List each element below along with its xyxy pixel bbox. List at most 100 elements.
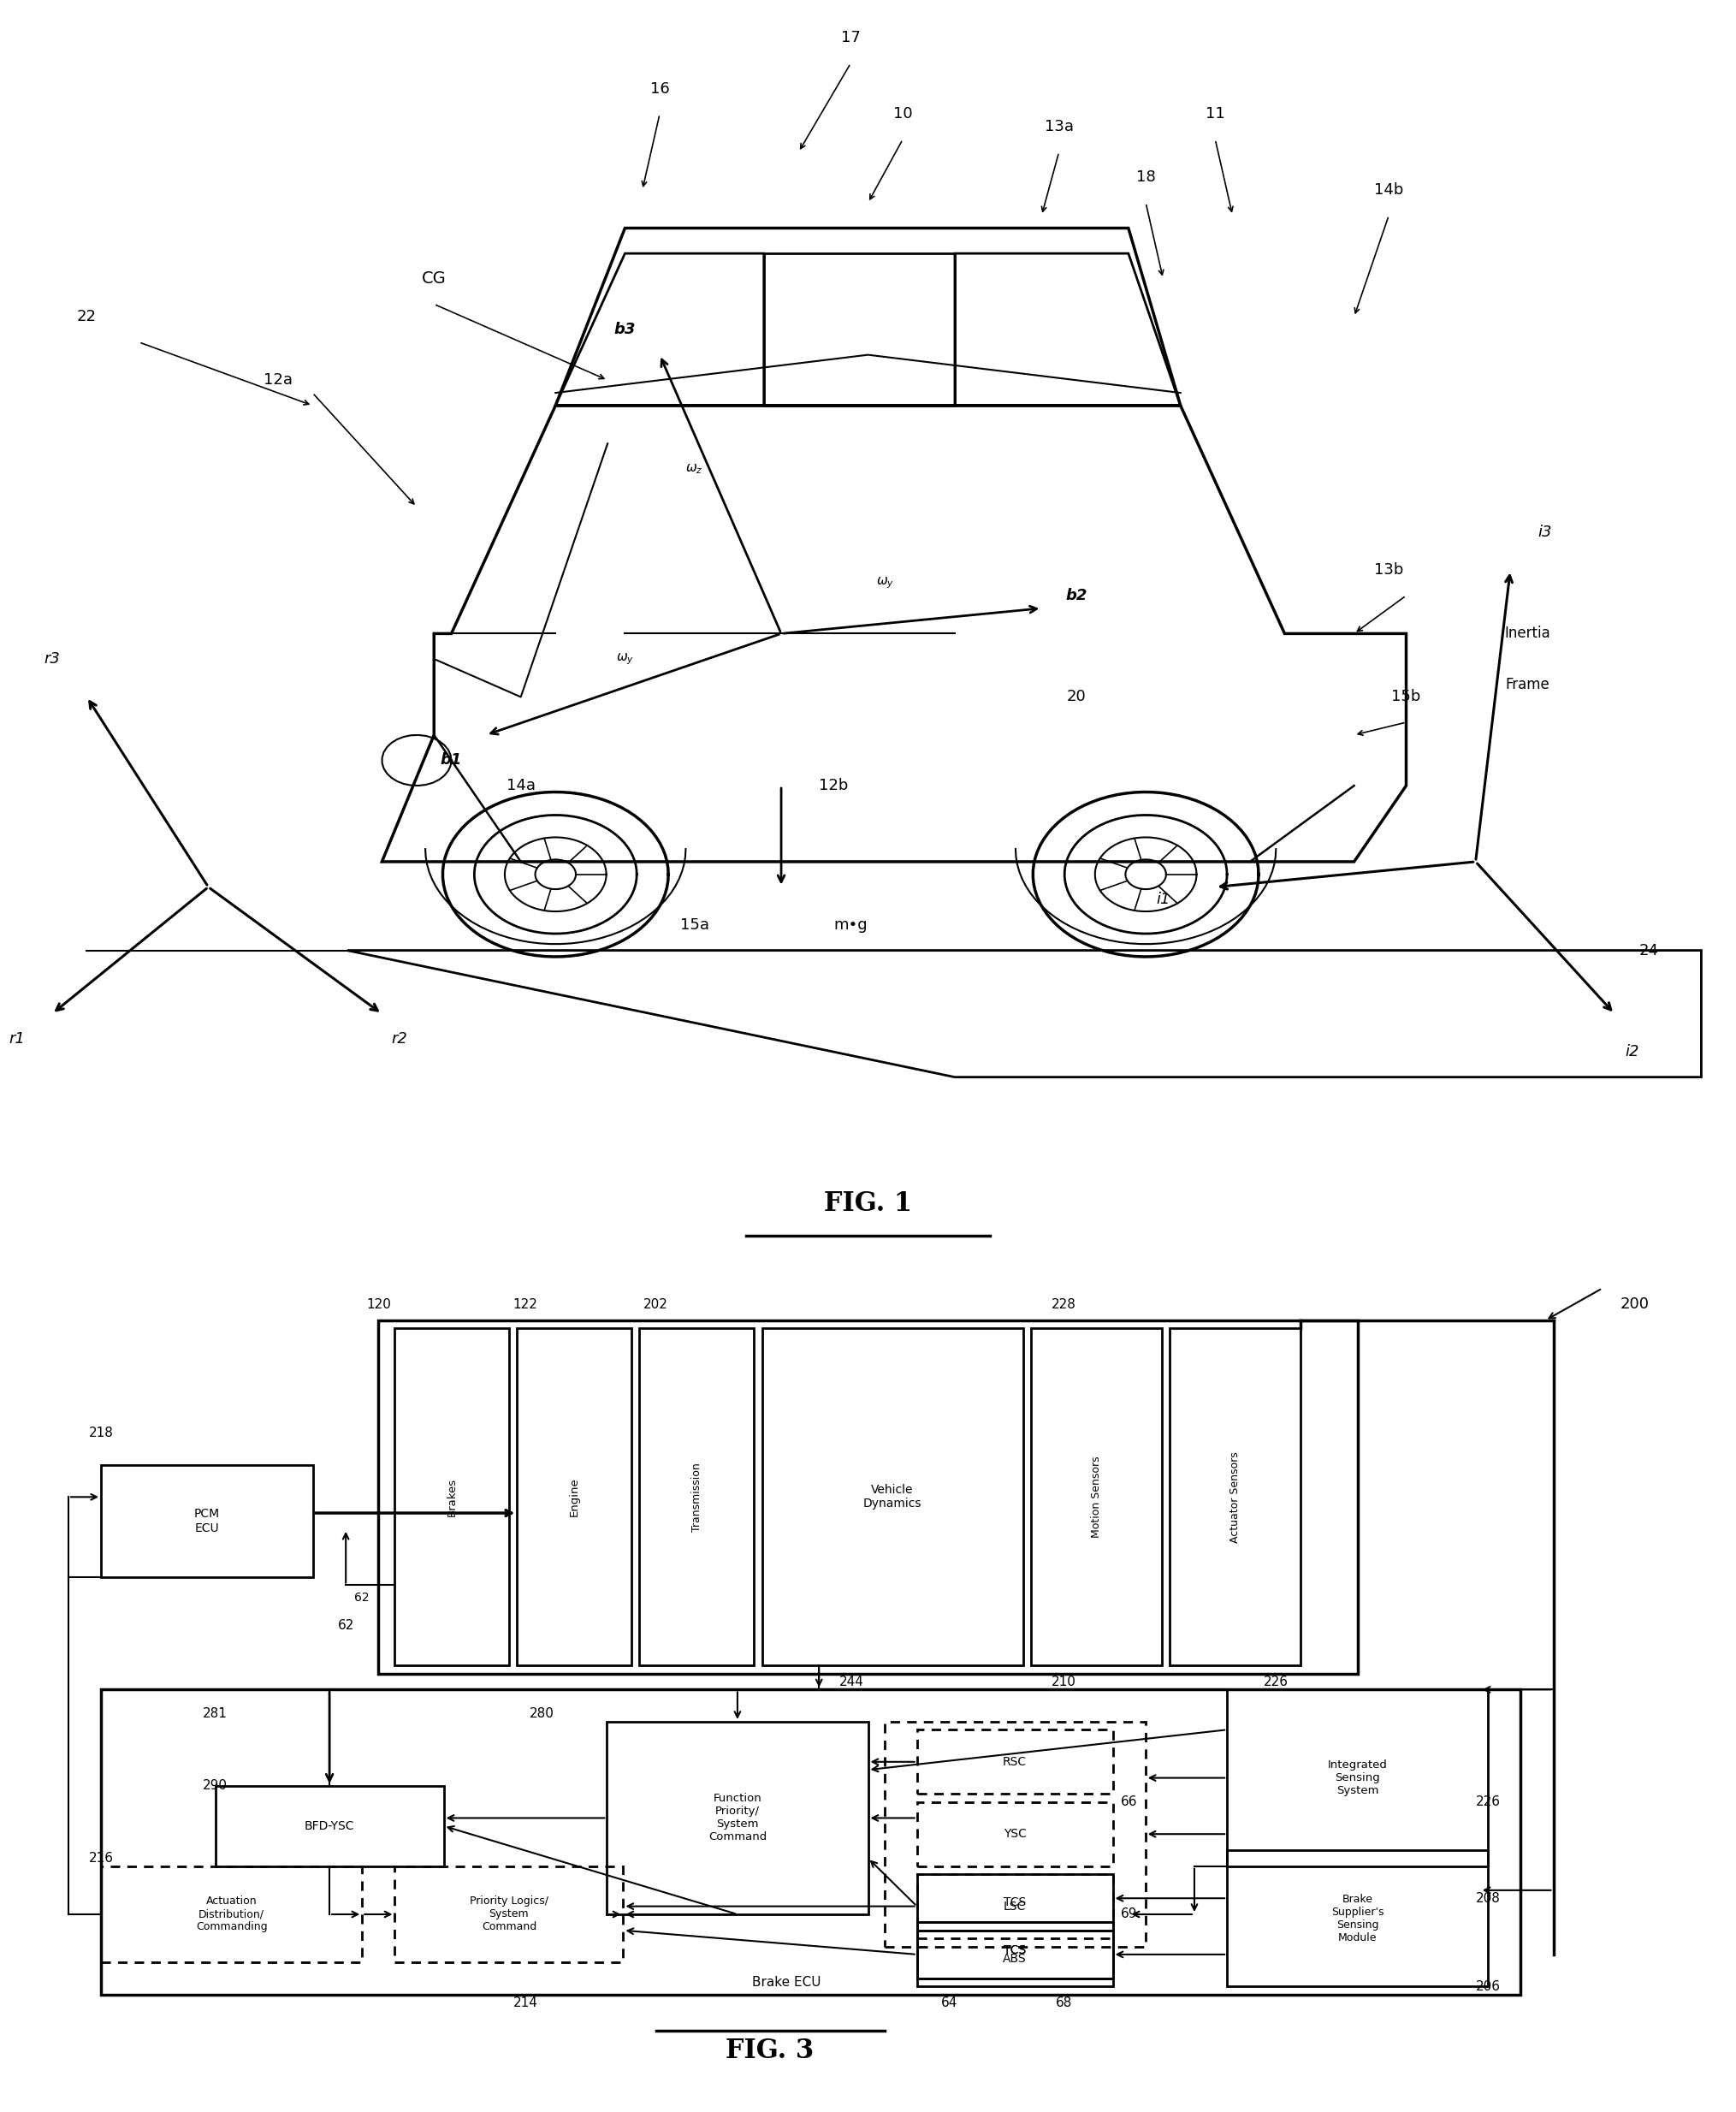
Bar xyxy=(394,1867,623,1962)
Bar xyxy=(1170,1328,1300,1666)
Text: 66: 66 xyxy=(1121,1795,1137,1808)
Text: Engine: Engine xyxy=(569,1478,580,1516)
Bar xyxy=(101,1466,312,1578)
Text: TCS: TCS xyxy=(1003,1945,1026,1956)
Text: TCS: TCS xyxy=(1003,1897,1026,1909)
Text: 120: 120 xyxy=(366,1299,391,1312)
Text: Actuator Sensors: Actuator Sensors xyxy=(1229,1451,1241,1542)
Text: Brake ECU: Brake ECU xyxy=(752,1977,821,1990)
Bar xyxy=(917,1730,1113,1793)
Text: 17: 17 xyxy=(840,30,861,46)
Text: CG: CG xyxy=(422,270,446,287)
Bar xyxy=(762,1328,1023,1666)
Text: 214: 214 xyxy=(512,1996,538,2009)
Bar xyxy=(917,1802,1113,1867)
Text: 10: 10 xyxy=(892,106,913,122)
Text: Actuation
Distribution/
Commanding: Actuation Distribution/ Commanding xyxy=(196,1897,267,1932)
Text: i3: i3 xyxy=(1538,524,1552,541)
Text: YSC: YSC xyxy=(1003,1829,1026,1840)
Text: 14b: 14b xyxy=(1375,182,1403,199)
Text: 244: 244 xyxy=(838,1675,865,1687)
Text: Frame: Frame xyxy=(1505,676,1550,693)
Bar xyxy=(917,1922,1113,1979)
Text: Transmission: Transmission xyxy=(691,1462,703,1531)
Text: 62: 62 xyxy=(354,1592,370,1603)
Text: 15a: 15a xyxy=(681,917,708,934)
Text: r3: r3 xyxy=(43,650,61,667)
Text: ABS: ABS xyxy=(1003,1951,1026,1964)
Text: r2: r2 xyxy=(391,1031,408,1048)
Text: $\omega_z$: $\omega_z$ xyxy=(686,463,703,475)
Text: FIG. 1: FIG. 1 xyxy=(825,1191,911,1217)
Text: LSC: LSC xyxy=(1003,1901,1026,1911)
Text: i2: i2 xyxy=(1625,1043,1639,1060)
Text: Priority Logics/
System
Command: Priority Logics/ System Command xyxy=(470,1897,549,1932)
Text: $\omega_y$: $\omega_y$ xyxy=(616,650,634,667)
Text: 64: 64 xyxy=(941,1996,958,2009)
Text: 216: 216 xyxy=(89,1852,113,1865)
Text: BFD-YSC: BFD-YSC xyxy=(304,1821,354,1831)
Bar xyxy=(101,1690,1521,1994)
Text: 24: 24 xyxy=(1639,942,1660,959)
Bar xyxy=(517,1328,632,1666)
Text: r1: r1 xyxy=(9,1031,26,1048)
Text: 11: 11 xyxy=(1205,106,1226,122)
Text: TCS: TCS xyxy=(1003,1945,1026,1956)
Text: 68: 68 xyxy=(1055,1996,1073,2009)
Text: 208: 208 xyxy=(1476,1892,1500,1905)
Bar xyxy=(884,1721,1146,1947)
Text: 200: 200 xyxy=(1620,1297,1649,1312)
Bar xyxy=(378,1320,1358,1673)
Text: PCM
ECU: PCM ECU xyxy=(194,1508,220,1533)
Bar xyxy=(1031,1328,1161,1666)
Text: 69: 69 xyxy=(1121,1907,1137,1920)
Text: 13b: 13b xyxy=(1375,562,1403,579)
Text: Inertia: Inertia xyxy=(1505,625,1550,642)
Text: 12b: 12b xyxy=(819,777,847,794)
Text: 18: 18 xyxy=(1135,169,1156,186)
Bar xyxy=(608,1721,868,1913)
Text: FIG. 3: FIG. 3 xyxy=(726,2038,814,2063)
Text: 210: 210 xyxy=(1052,1675,1076,1687)
Text: 281: 281 xyxy=(203,1706,227,1719)
Text: 62: 62 xyxy=(337,1620,354,1633)
Text: 14a: 14a xyxy=(507,777,535,794)
Text: 20: 20 xyxy=(1066,689,1087,705)
Text: b3: b3 xyxy=(615,321,635,338)
Bar xyxy=(1227,1690,1488,1867)
Text: 16: 16 xyxy=(649,80,670,97)
Text: 12a: 12a xyxy=(264,372,292,389)
Text: Motion Sensors: Motion Sensors xyxy=(1090,1455,1102,1538)
Bar xyxy=(394,1328,509,1666)
Bar xyxy=(1227,1850,1488,1987)
Text: 22: 22 xyxy=(76,308,97,325)
Bar xyxy=(917,1873,1113,1930)
Text: Brakes: Brakes xyxy=(446,1478,458,1516)
Text: 280: 280 xyxy=(529,1706,554,1719)
Bar xyxy=(917,1930,1113,1987)
Text: b1: b1 xyxy=(441,752,462,769)
Text: 206: 206 xyxy=(1476,1981,1500,1994)
Text: 228: 228 xyxy=(1052,1299,1076,1312)
Text: 15b: 15b xyxy=(1392,689,1420,705)
Text: 226: 226 xyxy=(1264,1675,1288,1687)
Text: i1: i1 xyxy=(1156,891,1170,908)
Bar xyxy=(917,1922,1113,1979)
Text: Integrated
Sensing
System: Integrated Sensing System xyxy=(1328,1759,1387,1797)
Text: 290: 290 xyxy=(203,1780,227,1793)
Text: 13a: 13a xyxy=(1045,118,1073,135)
Text: b2: b2 xyxy=(1066,587,1087,604)
Text: 226: 226 xyxy=(1476,1795,1500,1808)
Text: 202: 202 xyxy=(644,1299,668,1312)
Text: Function
Priority/
System
Command: Function Priority/ System Command xyxy=(708,1793,767,1844)
Bar xyxy=(639,1328,753,1666)
Text: m•g: m•g xyxy=(833,917,868,934)
Text: Vehicle
Dynamics: Vehicle Dynamics xyxy=(863,1485,922,1510)
Text: Brake
Supplier's
Sensing
Module: Brake Supplier's Sensing Module xyxy=(1332,1894,1384,1943)
Bar xyxy=(101,1867,363,1962)
Text: 218: 218 xyxy=(89,1426,113,1438)
Text: 122: 122 xyxy=(512,1299,538,1312)
Text: RSC: RSC xyxy=(1003,1755,1028,1768)
Bar xyxy=(917,1873,1113,1939)
Bar xyxy=(215,1787,444,1867)
